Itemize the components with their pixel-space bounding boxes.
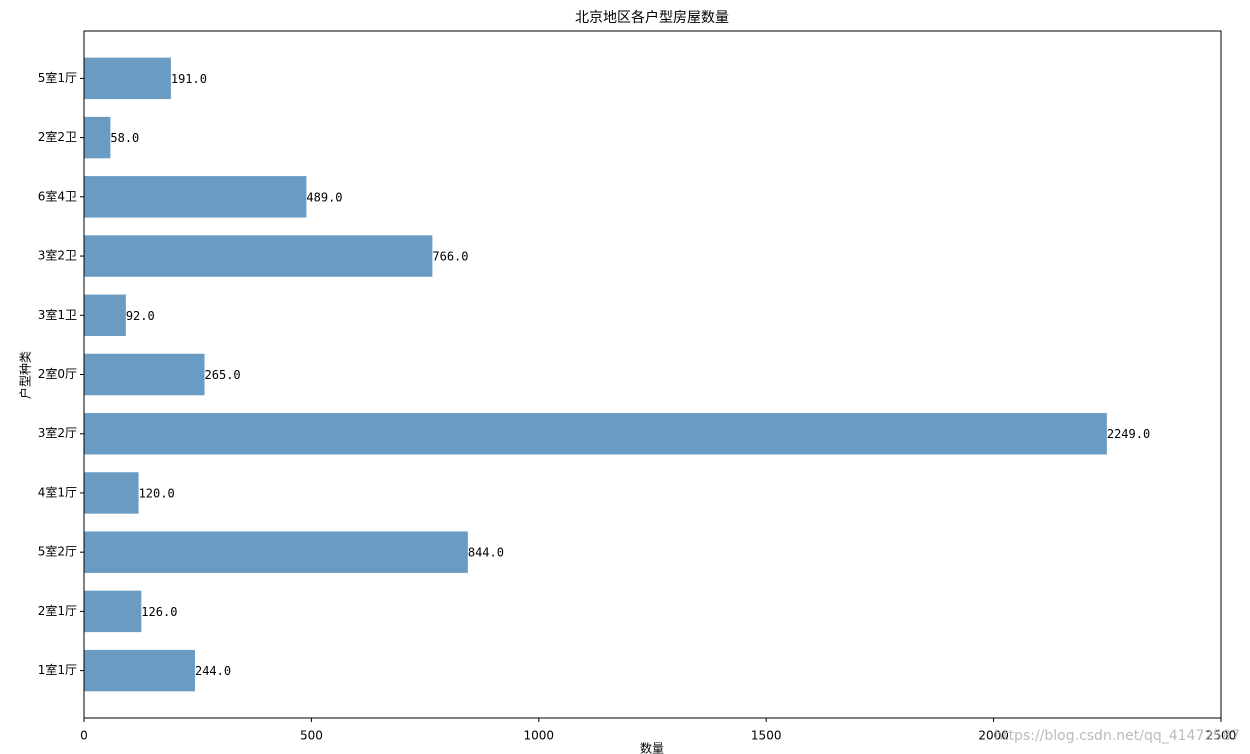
y-tick-label: 3室1卫 [38,307,77,322]
y-tick-label: 6室4卫 [38,188,77,203]
value-label: 2249.0 [1107,427,1150,441]
bar [84,235,433,277]
value-label: 126.0 [141,605,177,619]
bar [84,353,205,396]
x-tick-label: 0 [80,729,88,743]
y-tick-label: 5室2厅 [38,544,77,559]
x-tick-label: 1000 [524,729,555,743]
y-tick-label: 3室2厅 [38,425,77,440]
bar [84,57,171,100]
bar [84,472,139,514]
y-axis-label: 户型种类 [18,351,33,399]
y-tick-label: 2室0厅 [38,366,77,381]
x-tick-label: 2000 [978,729,1009,743]
value-label: 58.0 [110,131,139,145]
value-label: 120.0 [139,486,175,500]
y-tick-label: 4室1厅 [38,484,77,499]
bar [84,649,195,692]
bar [84,590,142,633]
y-tick-label: 2室1厅 [38,603,77,618]
y-tick-label: 1室1厅 [38,662,77,677]
value-label: 766.0 [432,250,468,264]
bar [84,294,126,337]
y-tick-label: 3室2卫 [38,248,77,263]
value-label: 489.0 [306,190,342,204]
x-tick-label: 2500 [1206,729,1237,743]
value-label: 244.0 [195,664,231,678]
y-tick-label: 2室2卫 [38,129,77,144]
bar [84,176,307,218]
bar [84,116,111,159]
watermark: https://blog.csdn.net/qq_41472587 [994,728,1240,744]
x-axis-label: 数量 [640,741,664,754]
plot-frame [83,30,1222,719]
bar [84,531,468,573]
value-label: 844.0 [468,546,504,560]
value-label: 191.0 [171,72,207,86]
value-label: 92.0 [126,309,155,323]
bar [84,412,1107,455]
x-tick-label: 500 [300,729,323,743]
x-tick-label: 1500 [751,729,782,743]
y-tick-label: 5室1厅 [38,70,77,85]
chart-title: 北京地区各户型房屋数量 [575,9,729,26]
value-label: 265.0 [205,368,241,382]
